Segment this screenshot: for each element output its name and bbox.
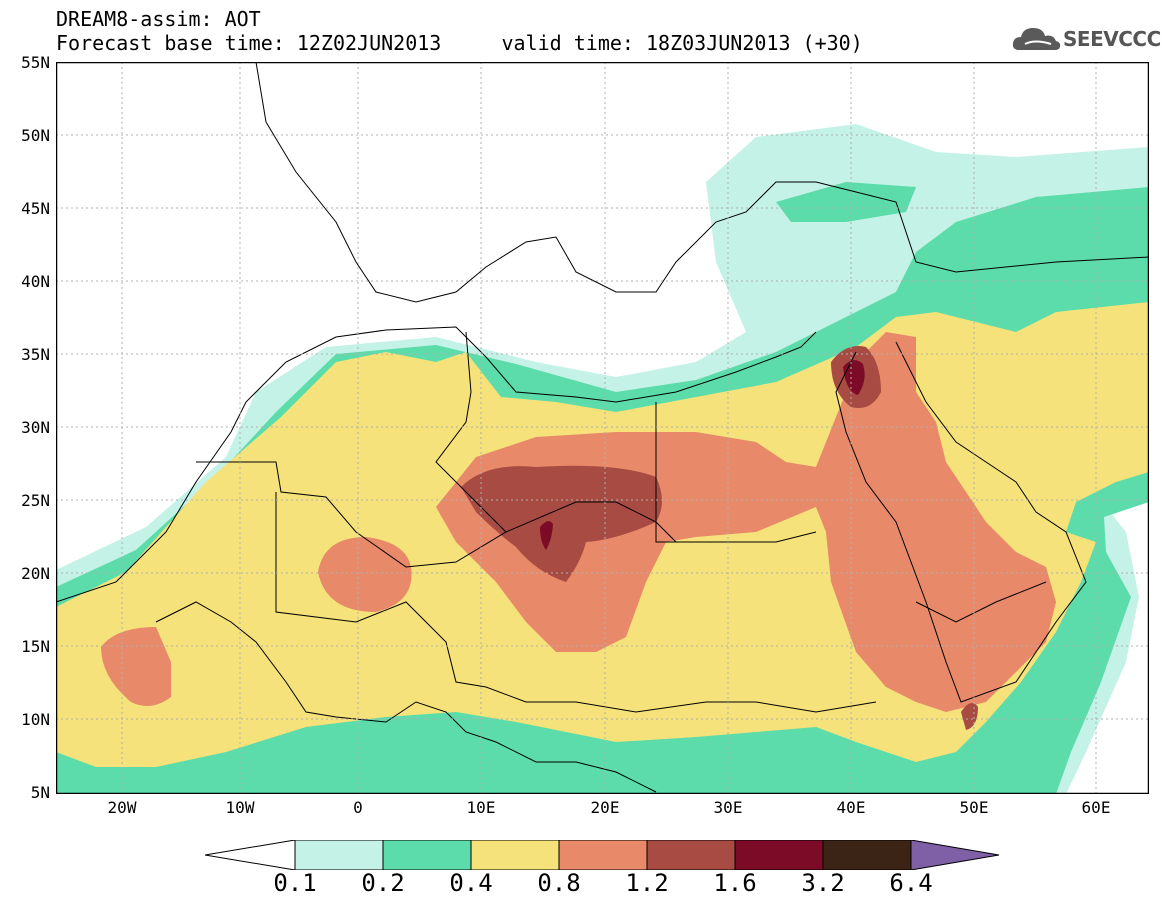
legend-swatch <box>822 840 912 870</box>
lon-label: 0 <box>353 798 363 817</box>
grid-lines <box>56 62 1149 794</box>
cloud-icon <box>1012 28 1061 50</box>
legend-swatch-above <box>910 840 1000 870</box>
lon-label: 60E <box>1081 798 1111 817</box>
legend-swatch-below <box>205 840 296 870</box>
forecast-time-subtitle: Forecast base time: 12Z02JUN2013 valid t… <box>56 31 863 55</box>
aot-band-0.2-caspian <box>776 182 916 222</box>
legend-swatch <box>294 840 384 870</box>
seevccc-logo: SEEVCCC <box>1011 22 1161 56</box>
legend-label: 0.2 <box>361 869 405 897</box>
lon-label: 20W <box>107 798 137 817</box>
lon-label: 10W <box>225 798 255 817</box>
legend-swatch <box>646 840 736 870</box>
lon-label: 10E <box>466 798 496 817</box>
legend-label: 3.2 <box>801 869 845 897</box>
aot-map <box>56 62 1149 794</box>
lon-label: 30E <box>713 798 743 817</box>
lon-label: 40E <box>836 798 866 817</box>
legend-swatch <box>558 840 648 870</box>
legend-swatch <box>734 840 824 870</box>
lat-label: 25N <box>21 491 50 510</box>
aot-band-1.2 <box>461 465 662 582</box>
legend-swatch <box>382 840 472 870</box>
color-legend <box>205 840 1000 870</box>
legend-label: 1.2 <box>625 869 669 897</box>
legend-label: 0.1 <box>273 869 317 897</box>
legend-label: 1.6 <box>713 869 757 897</box>
lon-label: 20E <box>590 798 620 817</box>
legend-swatch <box>470 840 560 870</box>
aot-band-0.8-senegal <box>101 627 171 706</box>
lat-label: 10N <box>21 710 50 729</box>
aot-band-1.6-chad <box>540 521 553 550</box>
lat-label: 45N <box>21 199 50 218</box>
lat-label: 55N <box>21 53 50 72</box>
lat-label: 35N <box>21 345 50 364</box>
lat-label: 40N <box>21 272 50 291</box>
lat-label: 20N <box>21 564 50 583</box>
lat-label: 5N <box>30 783 50 802</box>
aot-band-0.8-mali <box>318 537 412 612</box>
legend-label: 0.4 <box>449 869 493 897</box>
lon-label: 50E <box>959 798 989 817</box>
lat-label: 50N <box>21 126 50 145</box>
map-frame <box>56 62 1149 794</box>
logo-text: SEEVCCC <box>1063 27 1161 51</box>
lat-label: 30N <box>21 418 50 437</box>
legend-label: 0.8 <box>537 869 581 897</box>
lat-label: 15N <box>21 637 50 656</box>
aot-band-1.6-iraq <box>843 360 865 395</box>
map-title: DREAM8-assim: AOT <box>56 7 261 31</box>
legend-label: 6.4 <box>889 869 933 897</box>
